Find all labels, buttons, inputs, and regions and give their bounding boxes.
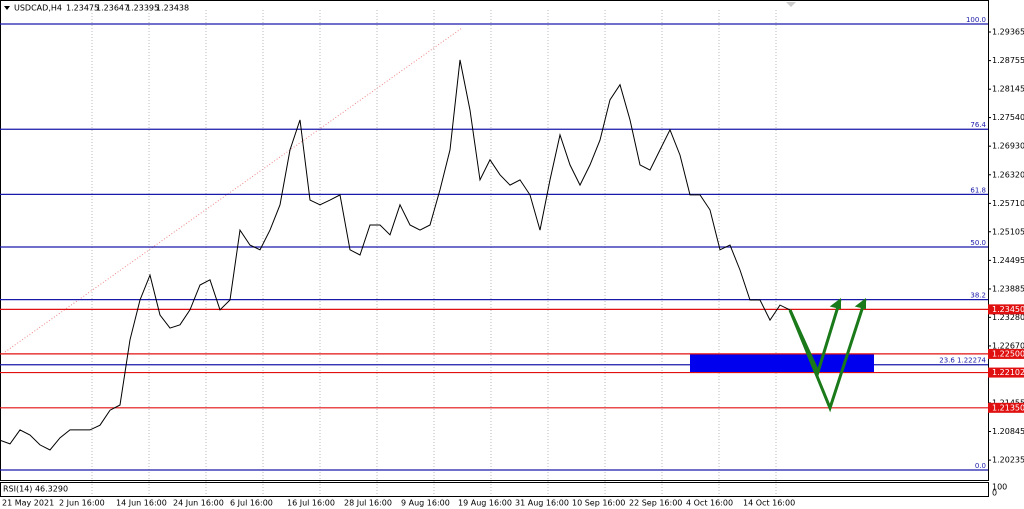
level-tag: [988, 402, 1024, 413]
level-label: 1.22500: [992, 349, 1024, 358]
rsi-label: RSI(14) 46.3290: [3, 485, 68, 494]
y-tick-label: 1.26930: [992, 142, 1024, 151]
y-tick-label: 1.28145: [992, 85, 1024, 94]
level-label: 1.22102: [992, 368, 1024, 377]
y-tick-label: 1.25710: [992, 199, 1024, 208]
open: 1.23475: [66, 4, 99, 13]
x-tick-label: 10 Sep 16:00: [572, 499, 625, 508]
level-tag: [988, 304, 1024, 315]
y-tick-label: 1.29365: [992, 27, 1024, 36]
x-tick-label: 24 Jun 16:00: [173, 499, 224, 508]
y-tick-label: 1.23280: [992, 313, 1024, 322]
y-tick-label: 1.20845: [992, 427, 1024, 436]
arrow: [788, 299, 867, 413]
trend-line: [4, 27, 463, 353]
x-tick-label: 19 Aug 16:00: [458, 499, 512, 508]
level-label: 1.21350: [992, 403, 1024, 412]
y-tick-label: 1.28755: [992, 56, 1024, 65]
y-tick-label: 1.25105: [992, 227, 1024, 236]
arrow-head: [829, 298, 866, 310]
low: 1.23395: [126, 4, 159, 13]
rsi-tick: 0: [992, 489, 997, 498]
y-tick-label: 1.22670: [992, 341, 1024, 350]
x-tick-label: 4 Oct 16:00: [686, 499, 733, 508]
x-tick-label: 14 Jun 16:00: [116, 499, 167, 508]
x-tick-label: 28 Jul 16:00: [344, 499, 392, 508]
rsi-tick: 100: [992, 483, 1007, 492]
shift-marker: [786, 2, 796, 7]
zone: [690, 353, 874, 373]
fib-label: 76.4: [970, 121, 986, 129]
fib-label: 100.0: [966, 16, 986, 24]
x-tick-label: 6 Jul 16:00: [230, 499, 273, 508]
y-tick-label: 1.24495: [992, 256, 1024, 265]
fib-label: 23.6 1.22274: [939, 357, 986, 365]
x-tick-label: 21 May 2021: [2, 499, 54, 508]
x-tick-label: 31 Aug 16:00: [515, 499, 569, 508]
rsi-frame: [0, 482, 989, 497]
y-tick-label: 1.27540: [992, 113, 1024, 122]
x-tick-label: 2 Jun 16:00: [59, 499, 105, 508]
fib-label: 61.8: [970, 186, 986, 194]
fib-label: 0.0: [975, 462, 986, 470]
y-tick-label: 1.26320: [992, 170, 1024, 179]
level-tag: [988, 348, 1024, 359]
price-line: [0, 59, 791, 451]
x-tick-label: 9 Aug 16:00: [401, 499, 450, 508]
y-tick-label: 1.20235: [992, 456, 1024, 465]
menu-arrow: [4, 6, 10, 10]
high: 1.23647: [96, 4, 129, 13]
level-tag: [988, 367, 1024, 378]
close: 1.23438: [156, 4, 189, 13]
plot-frame: [0, 0, 989, 481]
fib-label: 38.2: [970, 292, 986, 300]
x-tick-label: 22 Sep 16:00: [629, 499, 682, 508]
level-label: 1.23450: [992, 305, 1024, 314]
fib-label: 50.0: [970, 239, 986, 247]
x-tick-label: 14 Oct 16:00: [743, 499, 795, 508]
y-tick-label: 1.23885: [992, 284, 1024, 293]
x-tick-label: 16 Jul 16:00: [287, 499, 335, 508]
symbol: USDCAD,H4: [14, 4, 62, 13]
